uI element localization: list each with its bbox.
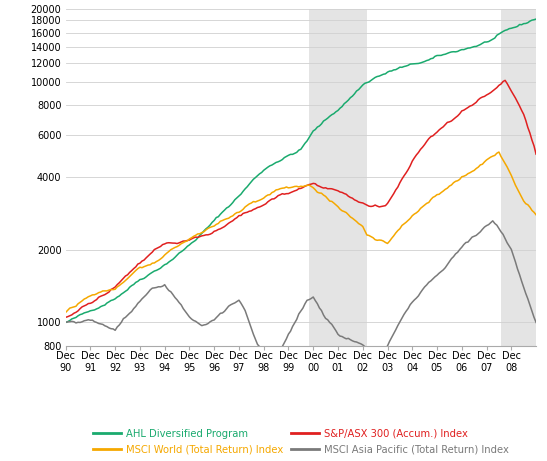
Legend: AHL Diversified Program, MSCI World (Total Return) Index, S&P/ASX 300 (Accum.) I: AHL Diversified Program, MSCI World (Tot… bbox=[89, 425, 513, 459]
Bar bbox=[501, 9, 536, 346]
Bar bbox=[309, 9, 367, 346]
